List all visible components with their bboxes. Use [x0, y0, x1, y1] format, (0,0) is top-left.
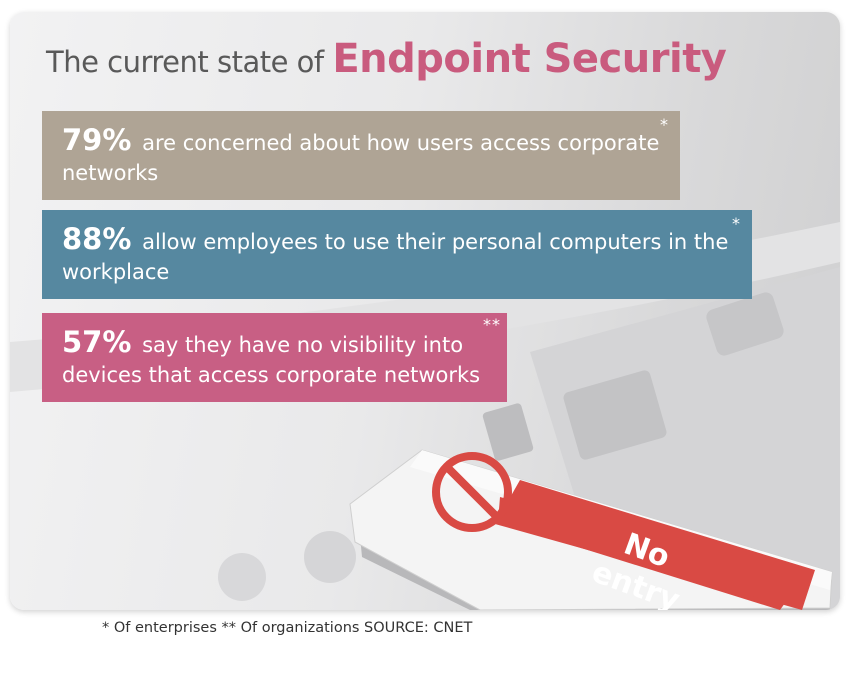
stat-percent: 57% [62, 325, 132, 359]
laptop-usb-illustration: No entry [10, 222, 840, 610]
stat-footnote-marker: * [660, 115, 668, 134]
stat-box-1: 79% are concerned about how users access… [42, 111, 680, 200]
page-title: The current state of Endpoint Security [46, 36, 727, 82]
laptop-port [563, 370, 667, 460]
stat-footnote-marker: * [732, 214, 740, 233]
laptop-dimple [304, 531, 356, 583]
stat-text: are concerned about how users access cor… [62, 131, 660, 185]
laptop-dimple [218, 553, 266, 601]
stat-percent: 79% [62, 123, 132, 157]
usb-label: No entry [495, 480, 815, 610]
laptop-port [706, 292, 784, 356]
stat-box-2: 88% allow employees to use their persona… [42, 210, 752, 299]
prohibited-icon [432, 452, 512, 532]
stat-box-3: 57% say they have no visibility into dev… [42, 313, 507, 402]
stat-footnote-marker: ** [483, 315, 501, 334]
stat-text: allow employees to use their personal co… [62, 230, 729, 284]
laptop-port [482, 403, 534, 461]
stat-percent: 88% [62, 222, 132, 256]
stat-text: say they have no visibility into devices… [62, 333, 481, 387]
title-accent: Endpoint Security [332, 36, 727, 82]
footnote: * Of enterprises ** Of organizations SOU… [102, 620, 473, 636]
title-lead: The current state of [46, 45, 324, 79]
infographic-card: No entry The current state of Endpoint S… [10, 12, 840, 610]
